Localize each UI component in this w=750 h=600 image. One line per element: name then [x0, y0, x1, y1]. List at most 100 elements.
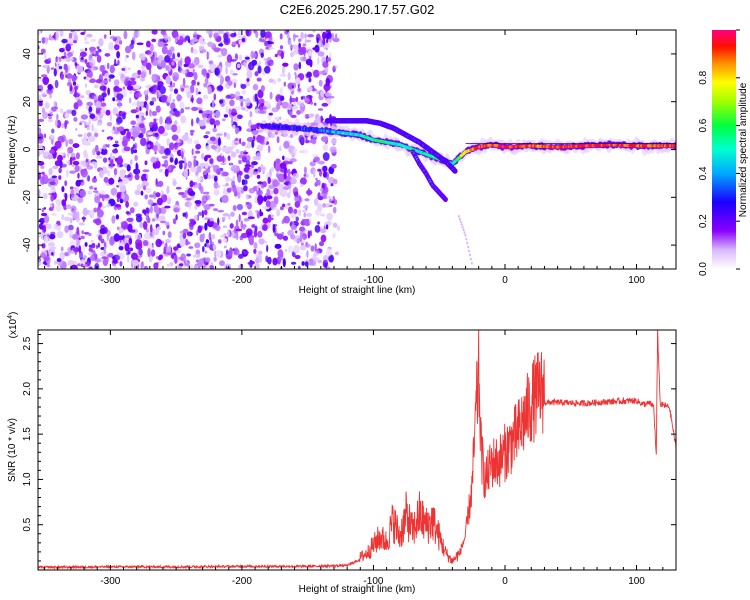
- noise-blob: [249, 111, 253, 118]
- noise-blob: [242, 226, 246, 230]
- noise-blob: [61, 186, 65, 193]
- noise-blob: [136, 42, 144, 46]
- noise-blob: [116, 116, 123, 124]
- noise-blob: [176, 139, 180, 143]
- noise-blob: [298, 208, 302, 217]
- noise-blob: [204, 110, 212, 115]
- noise-blob: [88, 266, 93, 269]
- noise-blob: [246, 30, 249, 36]
- noise-blob: [208, 60, 214, 65]
- noise-blob: [100, 102, 107, 107]
- noise-blob: [293, 63, 299, 71]
- noise-blob: [99, 65, 106, 72]
- noise-blob: [213, 93, 217, 101]
- noise-blob: [81, 230, 84, 235]
- noise-blob: [122, 177, 129, 185]
- noise-blob: [116, 102, 123, 107]
- noise-blob: [175, 186, 182, 190]
- noise-blob: [298, 61, 302, 70]
- noise-blob: [141, 173, 148, 182]
- noise-blob: [144, 187, 152, 194]
- noise-blob: [130, 39, 135, 45]
- noise-blob: [101, 256, 108, 260]
- noise-blob: [321, 136, 328, 142]
- noise-blob: [112, 148, 119, 154]
- noise-blob: [77, 172, 80, 179]
- noise-blob: [69, 156, 73, 165]
- noise-blob: [186, 91, 192, 99]
- noise-blob: [209, 63, 217, 70]
- noise-blob: [150, 156, 157, 164]
- noise-blob: [99, 193, 104, 199]
- noise-blob: [39, 217, 46, 224]
- noise-blob: [173, 120, 178, 126]
- noise-blob: [203, 170, 207, 175]
- noise-blob: [166, 263, 172, 267]
- noise-blob: [80, 114, 88, 120]
- noise-blob: [178, 66, 181, 71]
- noise-blob: [263, 58, 270, 61]
- noise-blob: [81, 95, 85, 98]
- noise-blob: [201, 195, 208, 204]
- noise-blob: [273, 187, 279, 195]
- noise-blob: [221, 118, 226, 122]
- noise-blob: [69, 186, 74, 190]
- noise-blob: [78, 237, 81, 240]
- noise-blob: [183, 156, 187, 165]
- noise-blob: [115, 214, 119, 220]
- noise-blob: [314, 208, 322, 216]
- noise-blob: [317, 108, 324, 111]
- noise-blob: [307, 86, 313, 92]
- noise-blob: [83, 231, 90, 235]
- noise-blob: [151, 38, 157, 43]
- noise-blob: [288, 206, 293, 214]
- noise-blob: [197, 81, 200, 86]
- noise-blob: [244, 164, 252, 168]
- noise-blob: [175, 214, 178, 221]
- faint-tail-point: [469, 253, 471, 257]
- noise-blob: [216, 155, 224, 162]
- noise-blob: [295, 77, 301, 85]
- noise-blob: [326, 57, 332, 62]
- noise-blob: [136, 184, 142, 191]
- noise-blob: [42, 111, 48, 119]
- noise-blob: [80, 263, 84, 268]
- noise-blob: [258, 238, 265, 245]
- noise-blob: [133, 201, 139, 207]
- noise-blob: [142, 62, 147, 67]
- noise-blob: [50, 246, 57, 250]
- noise-blob: [135, 114, 139, 119]
- noise-blob: [219, 99, 224, 104]
- noise-blob: [279, 116, 282, 120]
- noise-blob: [80, 169, 86, 175]
- noise-blob: [144, 194, 149, 200]
- noise-blob: [143, 221, 148, 230]
- noise-blob: [103, 246, 106, 254]
- noise-blob: [252, 171, 258, 175]
- noise-blob: [237, 191, 241, 199]
- noise-blob: [187, 63, 195, 69]
- noise-blob: [41, 207, 45, 213]
- noise-blob: [125, 201, 129, 208]
- noise-blob: [90, 239, 94, 243]
- noise-blob: [194, 200, 202, 204]
- noise-blob: [137, 234, 141, 240]
- noise-blob: [112, 155, 116, 161]
- faint-tail-point: [470, 261, 473, 265]
- noise-blob: [241, 156, 247, 163]
- noise-blob: [308, 113, 315, 118]
- noise-blob: [244, 174, 250, 180]
- noise-blob: [179, 101, 185, 110]
- noise-blob: [281, 232, 284, 236]
- noise-blob: [135, 242, 143, 250]
- noise-blob: [101, 92, 107, 98]
- noise-blob: [287, 203, 291, 206]
- noise-blob: [256, 77, 262, 82]
- noise-blob: [56, 119, 62, 129]
- noise-blob: [109, 35, 116, 40]
- noise-blob: [67, 259, 74, 266]
- noise-blob: [232, 30, 236, 33]
- noise-blob: [289, 189, 292, 194]
- noise-blob: [79, 122, 82, 126]
- noise-blob: [107, 143, 110, 148]
